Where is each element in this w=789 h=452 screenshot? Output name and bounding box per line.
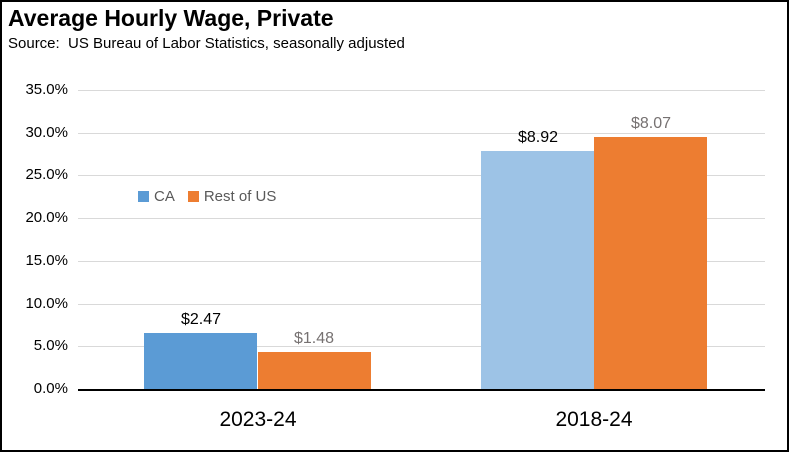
legend-swatch-icon (187, 191, 199, 202)
legend-label: CA (154, 188, 175, 205)
y-tick-label: 15.0% (25, 252, 68, 269)
bar-ca-2018-24 (481, 151, 594, 389)
legend-entry-rest-of-us: Rest of US (187, 188, 277, 205)
plot-area: $2.47 $1.48 $8.92 $8.07 (78, 90, 765, 391)
legend: CA Rest of US (138, 188, 276, 205)
bar-value-label: $8.07 (630, 115, 672, 132)
y-tick-label: 25.0% (25, 166, 68, 183)
bar-rest-of-us-2018-24 (594, 137, 707, 389)
gridline (78, 90, 765, 91)
legend-entry-ca: CA (138, 188, 175, 205)
gridline (78, 261, 765, 262)
y-tick-label: 10.0% (25, 295, 68, 312)
chart-title: Average Hourly Wage, Private (8, 5, 334, 31)
bar-rest-of-us-2023-24 (258, 352, 371, 389)
legend-swatch-icon (138, 191, 149, 202)
chart-subtitle: Source: US Bureau of Labor Statistics, s… (8, 35, 405, 52)
gridline (78, 218, 765, 219)
gridline (78, 175, 765, 176)
gridline (78, 133, 765, 134)
y-tick-label: 0.0% (33, 380, 68, 397)
legend-label: Rest of US (203, 188, 277, 205)
gridline (78, 346, 765, 347)
y-tick-label: 30.0% (25, 124, 68, 141)
bar-value-label: $2.47 (180, 311, 222, 328)
x-tick-label-2018-24: 2018-24 (555, 408, 633, 431)
bar-value-label: $8.92 (517, 129, 559, 146)
y-tick-label: 35.0% (25, 81, 68, 98)
x-tick-label-2023-24: 2023-24 (219, 408, 297, 431)
y-tick-label: 5.0% (33, 337, 68, 354)
gridline (78, 304, 765, 305)
y-tick-label: 20.0% (25, 209, 68, 226)
bar-value-label: $1.48 (293, 330, 335, 347)
bar-ca-2023-24 (144, 333, 257, 389)
